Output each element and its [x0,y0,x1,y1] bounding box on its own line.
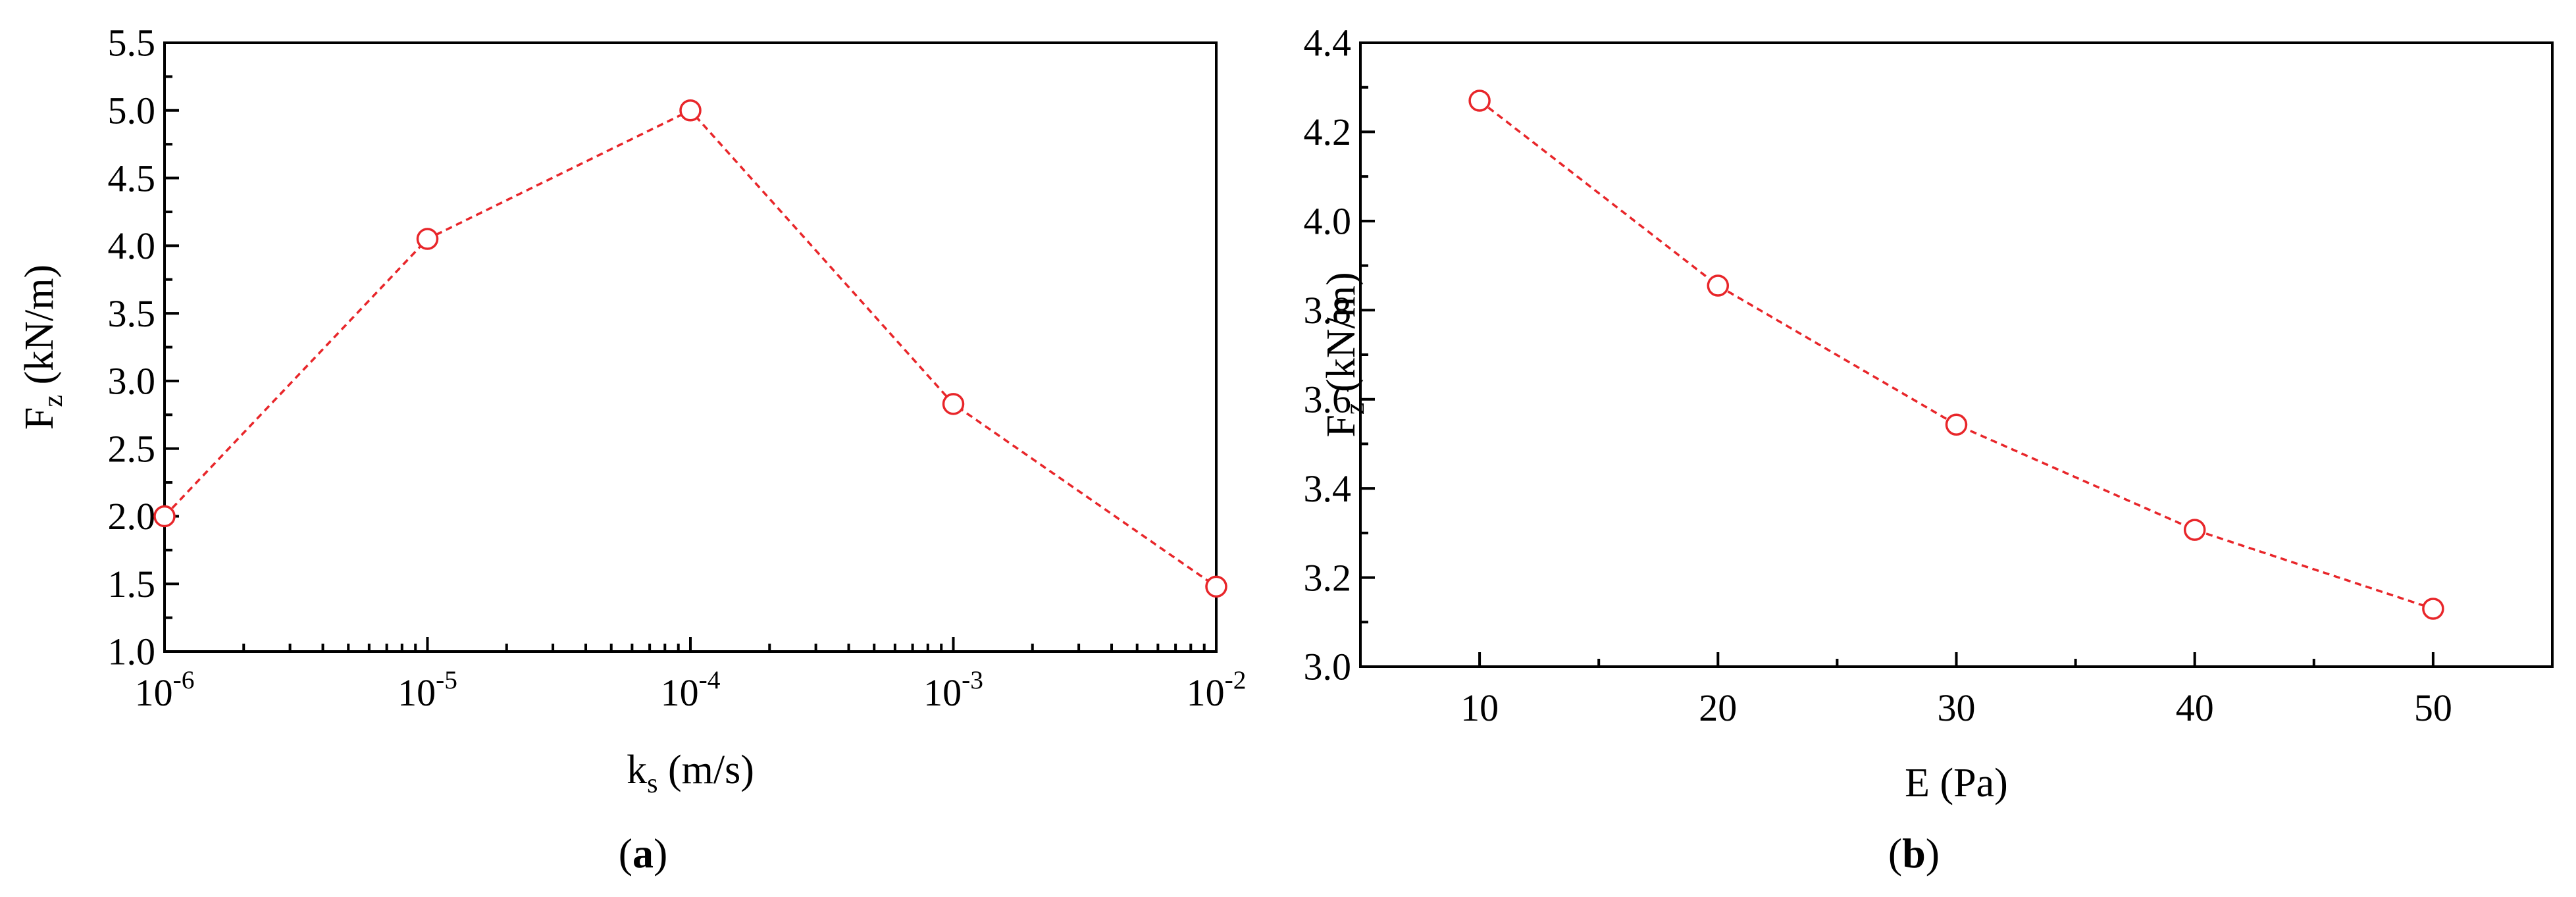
series-line [163,109,1217,588]
x-tick-label: 30 [1938,686,1976,729]
x-tick-label: 10-6 [135,665,195,714]
x-tick-label: 40 [2176,686,2214,729]
data-point [2183,519,2206,541]
data-point [1945,413,1968,436]
data-point [1707,274,1730,297]
data-point [153,505,176,528]
panel-label: (b) [1888,830,1940,877]
x-tick-label: 10-4 [661,665,721,714]
y-tick-label: 3.8 [1304,289,1352,332]
panel-a: 1.0 1.5 2.0 2.5 3.0 3.5 4.0 4.5 5.0 5.5 10-6 10-5 10… [17,22,1246,877]
y-tick-label: 3.0 [1304,646,1352,688]
y-tick-label: 3.2 [1304,556,1352,599]
data-point [1468,90,1491,112]
y-tick-label: 1.0 [108,630,156,673]
x-tick-label: 10-5 [398,665,457,714]
y-tick-label: 2.5 [108,427,156,470]
plot-frame [163,41,1218,653]
y-tick-label: 3.5 [108,292,156,335]
data-point [1205,575,1227,598]
y-tick-label: 1.5 [108,563,156,605]
panel-b: 3.0 3.2 3.4 3.6 3.8 4.0 4.2 4.4 10 20 30 40 50 E (Pa)… [1304,22,2554,877]
panel-label: (a) [619,830,668,877]
data-point [416,228,439,250]
series-line [1479,99,2434,610]
y-tick-label: 4.0 [108,224,156,267]
y-tick-label: 2.0 [108,495,156,538]
y-tick-label: 4.2 [1304,111,1352,153]
y-tick-label: 3.4 [1304,467,1352,510]
y-tick-label: 5.5 [108,22,156,64]
x-tick-label: 10-2 [1187,665,1247,714]
x-tick-label: 20 [1699,686,1737,729]
y-axis-label: Fz (kN/m) [17,265,68,430]
y-tick-label: 3.0 [108,360,156,403]
x-tick-label: 10 [1460,686,1499,729]
x-tick-label: 50 [2414,686,2452,729]
y-tick-label: 4.5 [108,157,156,199]
data-point [2422,598,2444,620]
x-axis-label: E (Pa) [1905,761,2008,806]
y-axis-label: Fz (kN/m) [1319,272,1370,437]
y-tick-label: 3.6 [1304,378,1352,421]
y-tick-label: 5.0 [108,89,156,132]
y-tick-label: 4.4 [1304,22,1352,64]
y-tick-label: 4.0 [1304,200,1352,243]
data-point [679,99,702,122]
data-point [942,393,965,415]
plot-frame [1359,41,2554,668]
x-tick-label: 10-3 [923,665,983,714]
x-axis-label: ks (m/s) [627,748,754,799]
